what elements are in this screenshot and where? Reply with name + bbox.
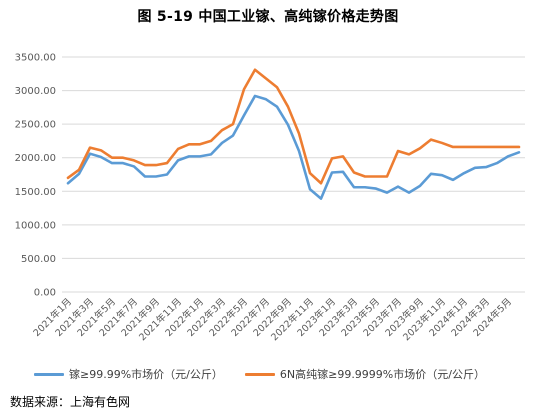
gridlines [62,56,525,293]
legend: 镓≥99.99%市场价（元/公斤） 6N高纯镓≥99.9999%市场价（元/公斤… [34,366,534,382]
y-tick-label: 3000.00 [15,86,56,97]
x-axis-ticks: 2021年1月2021年3月2021年5月2021年7月2021年9月2021年… [31,296,514,344]
y-axis-ticks: 0.00 500.00 1000.00 1500.00 2000.00 2500.00 30… [15,53,56,299]
legend-swatch-industrial-gallium [34,372,64,376]
y-tick-label: 2000.00 [15,153,56,164]
y-tick-label: 500.00 [21,254,56,265]
series-line-high-purity-gallium [66,68,521,185]
legend-label-high-purity-gallium: 6N高纯镓≥99.9999%市场价（元/公斤） [279,368,485,381]
legend-swatch-high-purity-gallium [244,372,275,376]
legend-label-industrial-gallium: 镓≥99.99%市场价（元/公斤） [69,368,223,381]
legend-item-high-purity-gallium: 6N高纯镓≥99.9999%市场价（元/公斤） [244,366,485,382]
y-tick-label: 1500.00 [15,187,56,198]
y-tick-label: 1000.00 [15,220,56,231]
series-lines [66,68,521,200]
data-source-note: 数据来源：上海有色网 [10,395,131,409]
y-tick-label: 2500.00 [15,120,56,131]
legend-item-industrial-gallium: 镓≥99.99%市场价（元/公斤） [34,366,223,382]
series-line-industrial-gallium [66,94,521,200]
y-tick-label: 0.00 [34,288,56,299]
y-tick-label: 3500.00 [15,53,56,64]
chart-title: 图 5-19 中国工业镓、高纯镓价格走势图 [137,9,399,25]
